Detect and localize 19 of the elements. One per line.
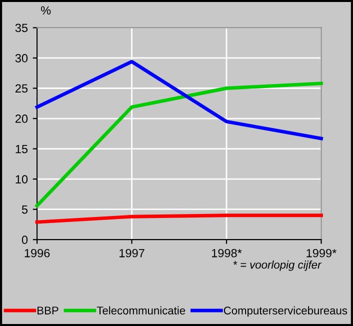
x-tick-label: 1999* bbox=[306, 248, 336, 258]
y-tick-label: 35 bbox=[15, 24, 28, 32]
y-tick-label: 20 bbox=[16, 114, 28, 123]
y-tick-label: 10 bbox=[16, 175, 28, 184]
line-series bbox=[35, 60, 323, 140]
y-tick-label: 0 bbox=[22, 236, 28, 244]
legend-label: Telecommunicatie bbox=[96, 306, 186, 314]
y-tick-label: 5 bbox=[22, 205, 28, 214]
x-tick-label: 1998* bbox=[212, 248, 242, 258]
x-tick-label: 1996 bbox=[24, 248, 50, 258]
x-tick-label: 1997 bbox=[120, 248, 144, 258]
y-tick-label: 30 bbox=[15, 54, 28, 62]
y-tick-label: 15 bbox=[16, 144, 28, 154]
line-series bbox=[35, 82, 323, 208]
y-tick-label: 25 bbox=[16, 84, 28, 93]
text: * = voorlopig cijfer bbox=[233, 260, 322, 271]
legend-label: BBP bbox=[38, 306, 58, 314]
y-axis-title: % bbox=[41, 6, 51, 15]
legend-label: Computerservicebureaus bbox=[224, 306, 348, 317]
